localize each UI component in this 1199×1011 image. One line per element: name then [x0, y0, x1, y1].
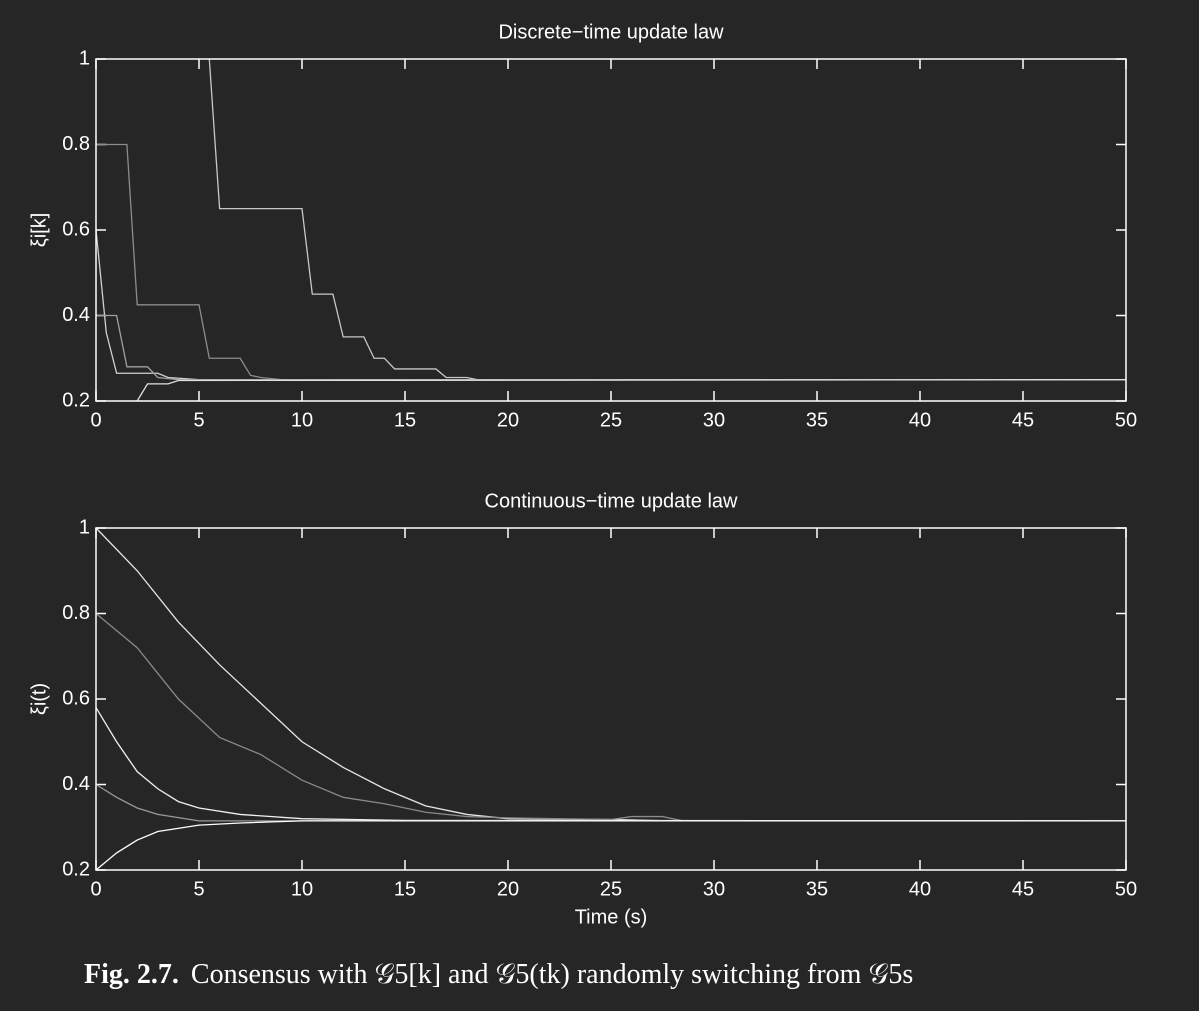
x-tick-label: 50 — [1115, 409, 1137, 431]
x-tick-label: 10 — [291, 409, 313, 431]
x-axis-label: Time (s) — [575, 906, 648, 928]
chart-title: Discrete−time update law — [498, 21, 724, 43]
y-tick-label: 0.4 — [62, 773, 90, 795]
x-tick-label: 35 — [806, 878, 828, 900]
x-tick-label: 40 — [909, 878, 931, 900]
series-line — [95, 707, 1127, 822]
y-tick-label: 0.8 — [62, 602, 90, 624]
y-tick-label: 1 — [79, 47, 90, 69]
y-tick-label: 0.8 — [62, 133, 90, 155]
caption: Fig. 2.7. Consensus with 𝒢5[k] and 𝒢5(tk)… — [84, 959, 913, 990]
x-tick-label: 30 — [703, 409, 725, 431]
chart-title: Continuous−time update law — [485, 490, 738, 512]
x-tick-label: 25 — [600, 409, 622, 431]
series-line — [208, 58, 1126, 381]
y-tick-label: 1 — [79, 516, 90, 538]
caption-text: Consensus with 𝒢5[k] and 𝒢5(tk) randomly… — [191, 959, 913, 990]
x-tick-label: 50 — [1115, 878, 1137, 900]
x-tick-label: 20 — [497, 409, 519, 431]
x-tick-label: 20 — [497, 878, 519, 900]
x-tick-label: 5 — [193, 409, 204, 431]
y-tick-label: 0.4 — [62, 304, 90, 326]
x-tick-label: 10 — [291, 878, 313, 900]
x-tick-label: 25 — [600, 878, 622, 900]
series-line — [95, 820, 1126, 871]
y-tick-label: 0.2 — [62, 858, 90, 880]
x-tick-label: 30 — [703, 878, 725, 900]
x-tick-label: 35 — [806, 409, 828, 431]
y-tick-label: 0.6 — [62, 687, 90, 709]
y-tick-label: 0.6 — [62, 218, 90, 240]
y-tick-label: 0.2 — [62, 389, 90, 411]
x-tick-label: 45 — [1012, 409, 1034, 431]
x-tick-label: 0 — [90, 878, 101, 900]
axes-box — [95, 58, 1127, 402]
y-axis-label: ξi[k] — [28, 213, 50, 248]
series-line — [96, 314, 1126, 381]
series-line — [96, 143, 1126, 381]
x-tick-label: 15 — [394, 878, 416, 900]
y-axis-label: ξi(t) — [28, 683, 50, 715]
x-tick-label: 45 — [1012, 878, 1034, 900]
series-line — [136, 378, 1127, 402]
x-tick-label: 15 — [394, 409, 416, 431]
series-line — [95, 612, 1126, 822]
caption-label: Fig. 2.7. — [84, 959, 179, 990]
x-tick-label: 0 — [90, 409, 101, 431]
x-tick-label: 40 — [909, 409, 931, 431]
x-tick-label: 5 — [193, 878, 204, 900]
axes-box — [95, 527, 1127, 871]
